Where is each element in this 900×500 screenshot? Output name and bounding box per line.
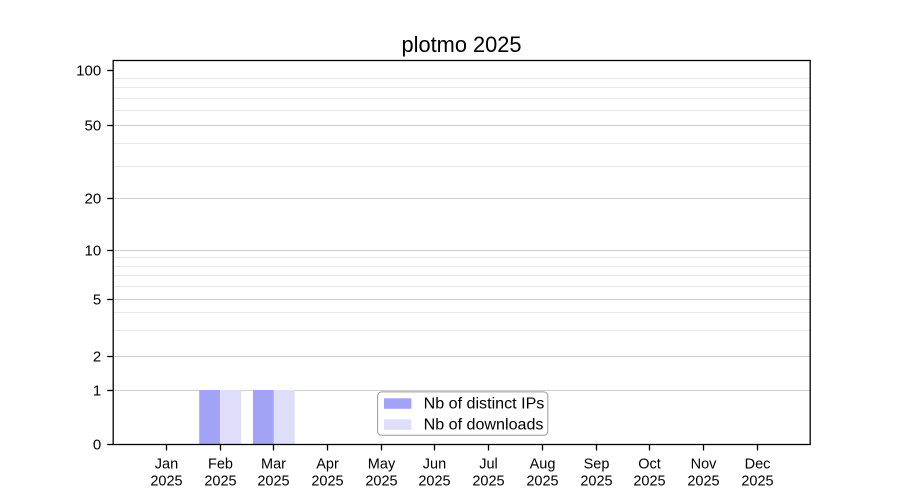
svg-text:Nb of downloads: Nb of downloads: [424, 415, 544, 433]
svg-text:2025: 2025: [687, 474, 719, 490]
svg-text:2025: 2025: [472, 474, 504, 490]
svg-text:Nov: Nov: [691, 457, 718, 473]
svg-text:2025: 2025: [633, 474, 665, 490]
svg-text:Feb: Feb: [208, 457, 233, 473]
svg-text:2025: 2025: [580, 474, 612, 490]
svg-text:2025: 2025: [418, 474, 450, 490]
svg-text:Jul: Jul: [479, 457, 498, 473]
svg-text:Oct: Oct: [638, 457, 661, 473]
svg-text:2025: 2025: [526, 474, 558, 490]
svg-text:2025: 2025: [150, 474, 182, 490]
svg-text:2025: 2025: [741, 474, 773, 490]
svg-text:Dec: Dec: [745, 457, 771, 473]
svg-text:5: 5: [93, 292, 101, 309]
svg-text:Aug: Aug: [530, 457, 556, 473]
svg-text:plotmo 2025: plotmo 2025: [402, 32, 522, 57]
svg-text:50: 50: [85, 118, 102, 135]
svg-text:Jan: Jan: [155, 457, 178, 473]
svg-text:2: 2: [93, 349, 101, 366]
svg-text:2025: 2025: [365, 474, 397, 490]
svg-text:10: 10: [85, 243, 102, 260]
svg-text:Apr: Apr: [316, 457, 339, 473]
svg-text:0: 0: [93, 437, 101, 454]
svg-text:Nb of distinct IPs: Nb of distinct IPs: [424, 394, 545, 412]
svg-text:2025: 2025: [257, 474, 289, 490]
svg-text:2025: 2025: [311, 474, 343, 490]
svg-text:Mar: Mar: [261, 457, 286, 473]
svg-text:2025: 2025: [204, 474, 236, 490]
svg-text:100: 100: [76, 63, 101, 80]
svg-text:Jun: Jun: [423, 457, 446, 473]
svg-text:1: 1: [93, 383, 101, 400]
svg-text:Sep: Sep: [584, 457, 610, 473]
svg-text:May: May: [368, 457, 396, 473]
svg-text:20: 20: [85, 191, 102, 208]
